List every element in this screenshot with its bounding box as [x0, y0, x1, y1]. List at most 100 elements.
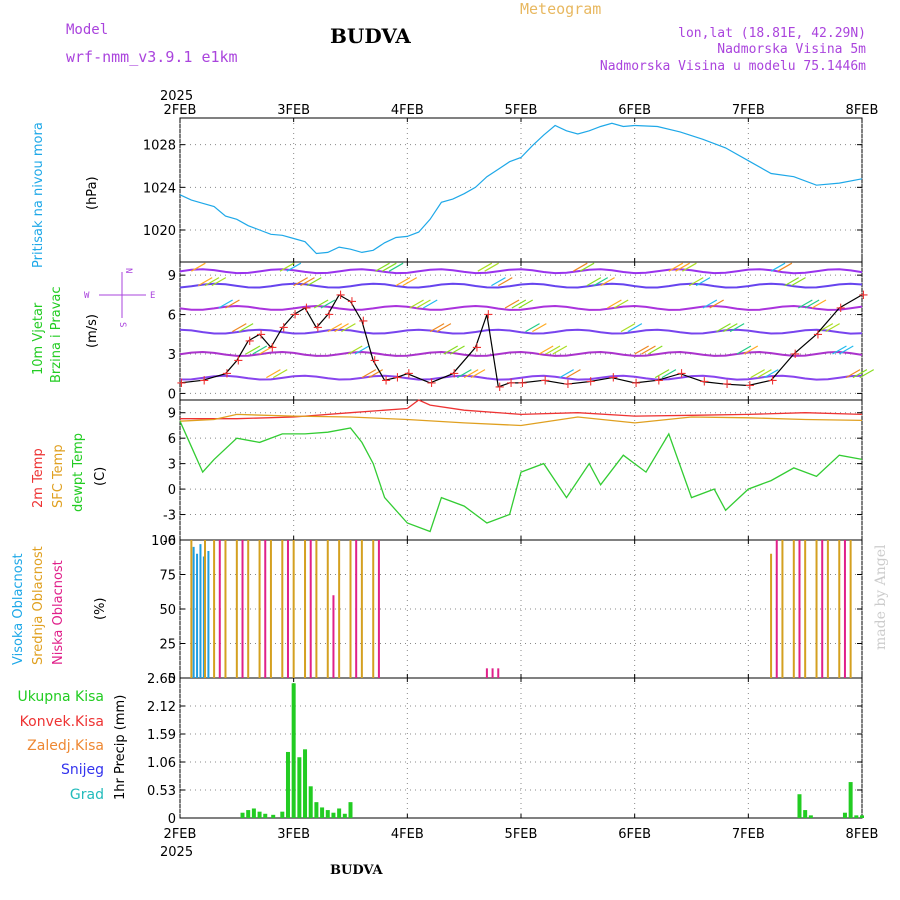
y-tick-label: 3 [168, 458, 176, 473]
wind-gust-marker: + [244, 334, 255, 349]
wind-arrow [634, 345, 649, 355]
wind-arrow [327, 323, 343, 333]
wind-gust-marker: + [653, 373, 664, 388]
wind-arrow [313, 299, 329, 309]
wind-arrow [286, 262, 302, 272]
wind-arrow [668, 262, 684, 272]
precip-bar [271, 814, 276, 818]
wind-arrow [661, 369, 677, 379]
x-tick-label-bottom: 6FEB [618, 827, 651, 842]
compass-w: W [84, 291, 90, 301]
wind-band-line [179, 328, 863, 335]
wind-gust-marker: + [221, 367, 232, 382]
wind-arrow [804, 299, 820, 309]
x-tick-label-top: 8FEB [846, 103, 879, 118]
y-tick-label: 0.53 [147, 784, 176, 799]
wind-arrow [620, 323, 636, 333]
cloud-label-3: Niska Oblacnost [51, 560, 66, 665]
legend-freezing: Zaledj.Kisa [27, 738, 104, 754]
cloud-label-2: Srednja Oblacnost [31, 546, 46, 665]
x-tick-label-bottom: 4FEB [391, 827, 424, 842]
wind-band-line [179, 374, 863, 381]
wind-gust-marker: + [278, 321, 289, 336]
wind-arrow [341, 323, 356, 333]
wind-arrow [736, 345, 752, 355]
wind-gust-marker: + [381, 373, 392, 388]
pressure-line [179, 122, 863, 255]
wind-gust-marker: + [472, 340, 483, 355]
wind-arrow [566, 369, 581, 379]
wind-arrow [395, 277, 411, 287]
temp-label-3: dewpt Temp [71, 433, 86, 512]
wind-band-line [179, 304, 863, 311]
wind-arrow [641, 345, 656, 355]
precip-bar [842, 812, 847, 818]
wind-band-line [179, 350, 863, 357]
pressure-label: Pritisak na nivou mora [31, 122, 46, 268]
wind-gust-marker: + [358, 314, 369, 329]
precip-bar [803, 810, 808, 818]
legend-total: Ukupna Kisa [17, 689, 104, 705]
temp-line-1 [179, 413, 863, 427]
model-elevation-text: Nadmorska Visina u modelu 75.1446m [600, 59, 866, 74]
tick-labels: 2FEB 2FEB 3FEB 3FEB 4FEB 4FEB 5FEB 5FEB 6FEB 6FEB… [143, 103, 879, 842]
wind-arrow [613, 299, 629, 309]
y-tick-label: 1.59 [147, 728, 176, 743]
data-marks: + + + + + + + + + + + + + + + + + + + + + + + + + + + + + + + + + + + + + + + +… [176, 122, 875, 818]
wind-arrow [470, 369, 486, 379]
meteogram-title: Meteogram [520, 0, 601, 18]
precip-bar [860, 815, 864, 818]
wind-arrow [450, 345, 465, 355]
model-name: wrf-nmm_v3.9.1 e1km [66, 48, 238, 66]
wind-arrow [238, 323, 254, 333]
wind-gust-marker: + [767, 373, 778, 388]
wind-gust-marker: + [699, 375, 710, 390]
wind-arrow [538, 345, 554, 355]
legend-hail: Grad [70, 787, 104, 803]
y-tick-label: 9 [168, 407, 176, 422]
y-tick-label: 100 [151, 534, 176, 549]
precip-bar [263, 813, 268, 818]
year-bottom: 2025 [160, 845, 193, 860]
compass-n: N [123, 268, 133, 273]
footer-station: BUDVA [330, 863, 383, 878]
x-tick-label-bottom: 5FEB [505, 827, 538, 842]
wind-arrow [368, 369, 383, 379]
wind-gust-marker: + [790, 347, 801, 362]
precip-unit-label: 1hr Precip (mm) [113, 695, 128, 800]
cloud-unit: (%) [93, 598, 108, 621]
wind-arrow [654, 369, 670, 379]
wind-arrow [402, 277, 418, 287]
wind-arrow [334, 323, 349, 333]
x-tick-label-top: 3FEB [277, 103, 310, 118]
wind-arrow [375, 262, 390, 272]
wind-arrow [525, 323, 540, 333]
precip-bar [797, 794, 802, 818]
y-tick-label: -3 [163, 509, 176, 524]
wind-arrow [204, 277, 220, 287]
wind-arrow [252, 345, 268, 355]
wind-arrow [838, 345, 854, 355]
wind-arrow [743, 345, 759, 355]
precip-bar [348, 802, 353, 818]
wind-arrow [784, 277, 800, 287]
wind-arrow [354, 345, 370, 355]
wind-arrow [682, 262, 697, 272]
temp-line-2 [179, 420, 863, 533]
y-tick-label: 1024 [143, 181, 176, 196]
wind-arrow [777, 262, 793, 272]
wind-gust-marker: + [426, 376, 437, 391]
wind-gust-marker: + [562, 377, 573, 392]
compass-s: S [117, 322, 127, 327]
wind-arrow [716, 323, 731, 333]
wind-arrow [723, 323, 738, 333]
wind-arrow [675, 262, 690, 272]
wind-gust-marker: + [483, 308, 494, 323]
wind-arrow [191, 262, 206, 272]
pressure-unit: (hPa) [85, 176, 100, 210]
wind-arrow [607, 299, 622, 309]
wind-gust-marker: + [312, 321, 323, 336]
x-tick-label-bottom: 8FEB [846, 827, 879, 842]
precip-bar [308, 786, 313, 818]
wind-gust-marker: + [608, 371, 619, 386]
